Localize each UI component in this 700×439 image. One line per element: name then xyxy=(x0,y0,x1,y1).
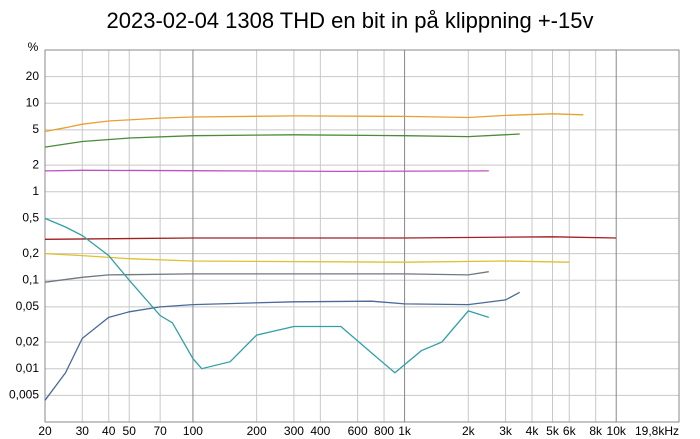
y-axis-label: % xyxy=(28,40,39,54)
y-tick-label: 5 xyxy=(32,122,39,136)
x-tick-label: 800 xyxy=(374,424,394,438)
series-line xyxy=(44,169,489,173)
series-line xyxy=(44,291,521,401)
x-tick-label: 100 xyxy=(183,424,203,438)
x-tick-label: 5k xyxy=(546,424,560,438)
x-tick-label: 200 xyxy=(247,424,267,438)
series-line xyxy=(44,236,617,240)
y-tick-label: 0,005 xyxy=(9,388,39,402)
x-tick-label: 2k xyxy=(462,424,476,438)
x-tick-label: 8k xyxy=(589,424,603,438)
y-tick-label: 0,05 xyxy=(16,299,40,313)
x-tick-label: 50 xyxy=(123,424,137,438)
y-tick-label: 0,02 xyxy=(16,334,40,348)
y-tick-label: 0,1 xyxy=(22,272,39,286)
x-tick-label: 400 xyxy=(310,424,330,438)
y-tick-label: 10 xyxy=(26,95,40,109)
series-line xyxy=(44,217,489,374)
x-tick-label: 10k xyxy=(607,424,627,438)
series-line xyxy=(44,113,584,133)
y-tick-label: 2 xyxy=(32,157,39,171)
x-tick-label: 40 xyxy=(102,424,116,438)
x-tick-label: 70 xyxy=(153,424,167,438)
x-tick-label: 300 xyxy=(284,424,304,438)
plot-border xyxy=(44,49,680,423)
y-tick-label: 20 xyxy=(26,69,40,83)
x-tick-label: 1k xyxy=(398,424,412,438)
y-tick-label: 1 xyxy=(32,184,39,198)
x-tick-label: 600 xyxy=(348,424,368,438)
y-tick-label: 0,5 xyxy=(22,211,39,225)
x-tick-label: 30 xyxy=(76,424,90,438)
x-tick-label: 6k xyxy=(563,424,577,438)
series-line xyxy=(44,252,570,263)
x-tick-label: 20 xyxy=(38,424,52,438)
chart-title: 2023-02-04 1308 THD en bit in på klippni… xyxy=(107,8,594,33)
series-line xyxy=(44,271,489,283)
y-tick-label: 0,01 xyxy=(16,361,40,375)
y-tick-label: 0,2 xyxy=(22,246,39,260)
x-tick-label: 19,8kHz xyxy=(635,424,679,438)
series-line xyxy=(44,133,520,148)
x-tick-label: 3k xyxy=(499,424,513,438)
x-tick-label: 4k xyxy=(526,424,540,438)
